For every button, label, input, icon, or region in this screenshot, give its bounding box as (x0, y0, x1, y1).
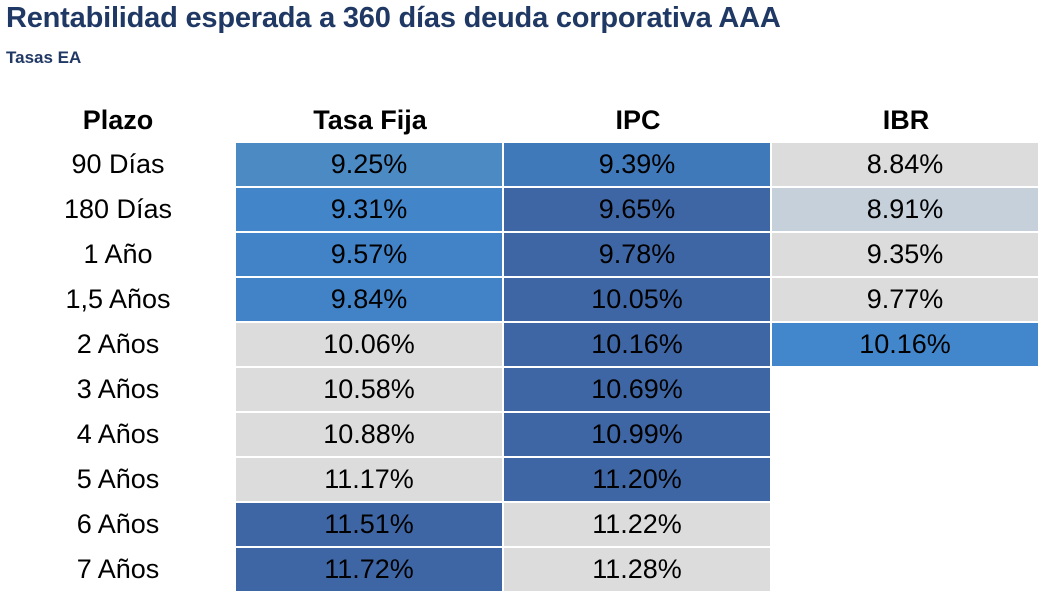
cell-tasa-fija: 9.25% (236, 143, 504, 188)
cell-ibr (772, 368, 1040, 413)
cell-ibr: 8.91% (772, 188, 1040, 233)
table-row: 90 Días 9.25% 9.39% 8.84% (0, 143, 1040, 188)
cell-ibr (772, 503, 1040, 548)
table-body: 90 Días 9.25% 9.39% 8.84% 180 Días 9.31% 9.65%… (0, 143, 1040, 593)
table-row: 2 Años 10.06% 10.16% 10.16% (0, 323, 1040, 368)
table-row: 4 Años 10.88% 10.99% (0, 413, 1040, 458)
cell-ipc: 10.99% (504, 413, 772, 458)
row-label-plazo: 90 Días (0, 143, 236, 188)
row-label-plazo: 1,5 Años (0, 278, 236, 323)
row-label-plazo: 180 Días (0, 188, 236, 233)
cell-tasa-fija: 9.57% (236, 233, 504, 278)
cell-tasa-fija: 9.84% (236, 278, 504, 323)
row-label-plazo: 3 Años (0, 368, 236, 413)
cell-ipc: 11.28% (504, 548, 772, 593)
column-header-ibr: IBR (882, 104, 930, 135)
row-label-plazo: 5 Años (0, 458, 236, 503)
chart-title: Rentabilidad esperada a 360 días deuda c… (6, 2, 781, 34)
cell-ibr (772, 458, 1040, 503)
cell-ipc: 9.65% (504, 188, 772, 233)
cell-tasa-fija: 10.06% (236, 323, 504, 368)
cell-ibr (772, 548, 1040, 593)
cell-tasa-fija: 9.31% (236, 188, 504, 233)
row-label-plazo: 7 Años (0, 548, 236, 593)
cell-ibr: 10.16% (772, 323, 1040, 368)
cell-ibr: 8.84% (772, 143, 1040, 188)
row-label-plazo: 2 Años (0, 323, 236, 368)
column-header-plazo: Plazo (82, 104, 154, 135)
cell-ipc: 10.69% (504, 368, 772, 413)
cell-ipc: 9.39% (504, 143, 772, 188)
cell-ipc: 11.20% (504, 458, 772, 503)
cell-ipc: 9.78% (504, 233, 772, 278)
cell-tasa-fija: 11.17% (236, 458, 504, 503)
rates-table: Plazo Tasa Fija IPC IBR 90 Días 9.25% 9.39… (0, 97, 1040, 593)
header-row: Plazo Tasa Fija IPC IBR (0, 97, 1040, 143)
table-row: 5 Años 11.17% 11.20% (0, 458, 1040, 503)
cell-tasa-fija: 11.72% (236, 548, 504, 593)
cell-tasa-fija: 11.51% (236, 503, 504, 548)
table-row: 1,5 Años 9.84% 10.05% 9.77% (0, 278, 1040, 323)
row-label-plazo: 4 Años (0, 413, 236, 458)
table-row: 180 Días 9.31% 9.65% 8.91% (0, 188, 1040, 233)
chart-subtitle: Tasas EA (6, 48, 82, 67)
table-row: 1 Año 9.57% 9.78% 9.35% (0, 233, 1040, 278)
cell-ipc: 11.22% (504, 503, 772, 548)
cell-ibr: 9.35% (772, 233, 1040, 278)
table-row: 6 Años 11.51% 11.22% (0, 503, 1040, 548)
column-header-ipc: IPC (615, 104, 661, 135)
cell-tasa-fija: 10.58% (236, 368, 504, 413)
column-header-tasa-fija: Tasa Fija (313, 104, 427, 135)
table-row: 7 Años 11.72% 11.28% (0, 548, 1040, 593)
cell-ibr: 9.77% (772, 278, 1040, 323)
cell-ibr (772, 413, 1040, 458)
table-row: 3 Años 10.58% 10.69% (0, 368, 1040, 413)
cell-tasa-fija: 10.88% (236, 413, 504, 458)
cell-ipc: 10.05% (504, 278, 772, 323)
row-label-plazo: 1 Año (0, 233, 236, 278)
cell-ipc: 10.16% (504, 323, 772, 368)
row-label-plazo: 6 Años (0, 503, 236, 548)
